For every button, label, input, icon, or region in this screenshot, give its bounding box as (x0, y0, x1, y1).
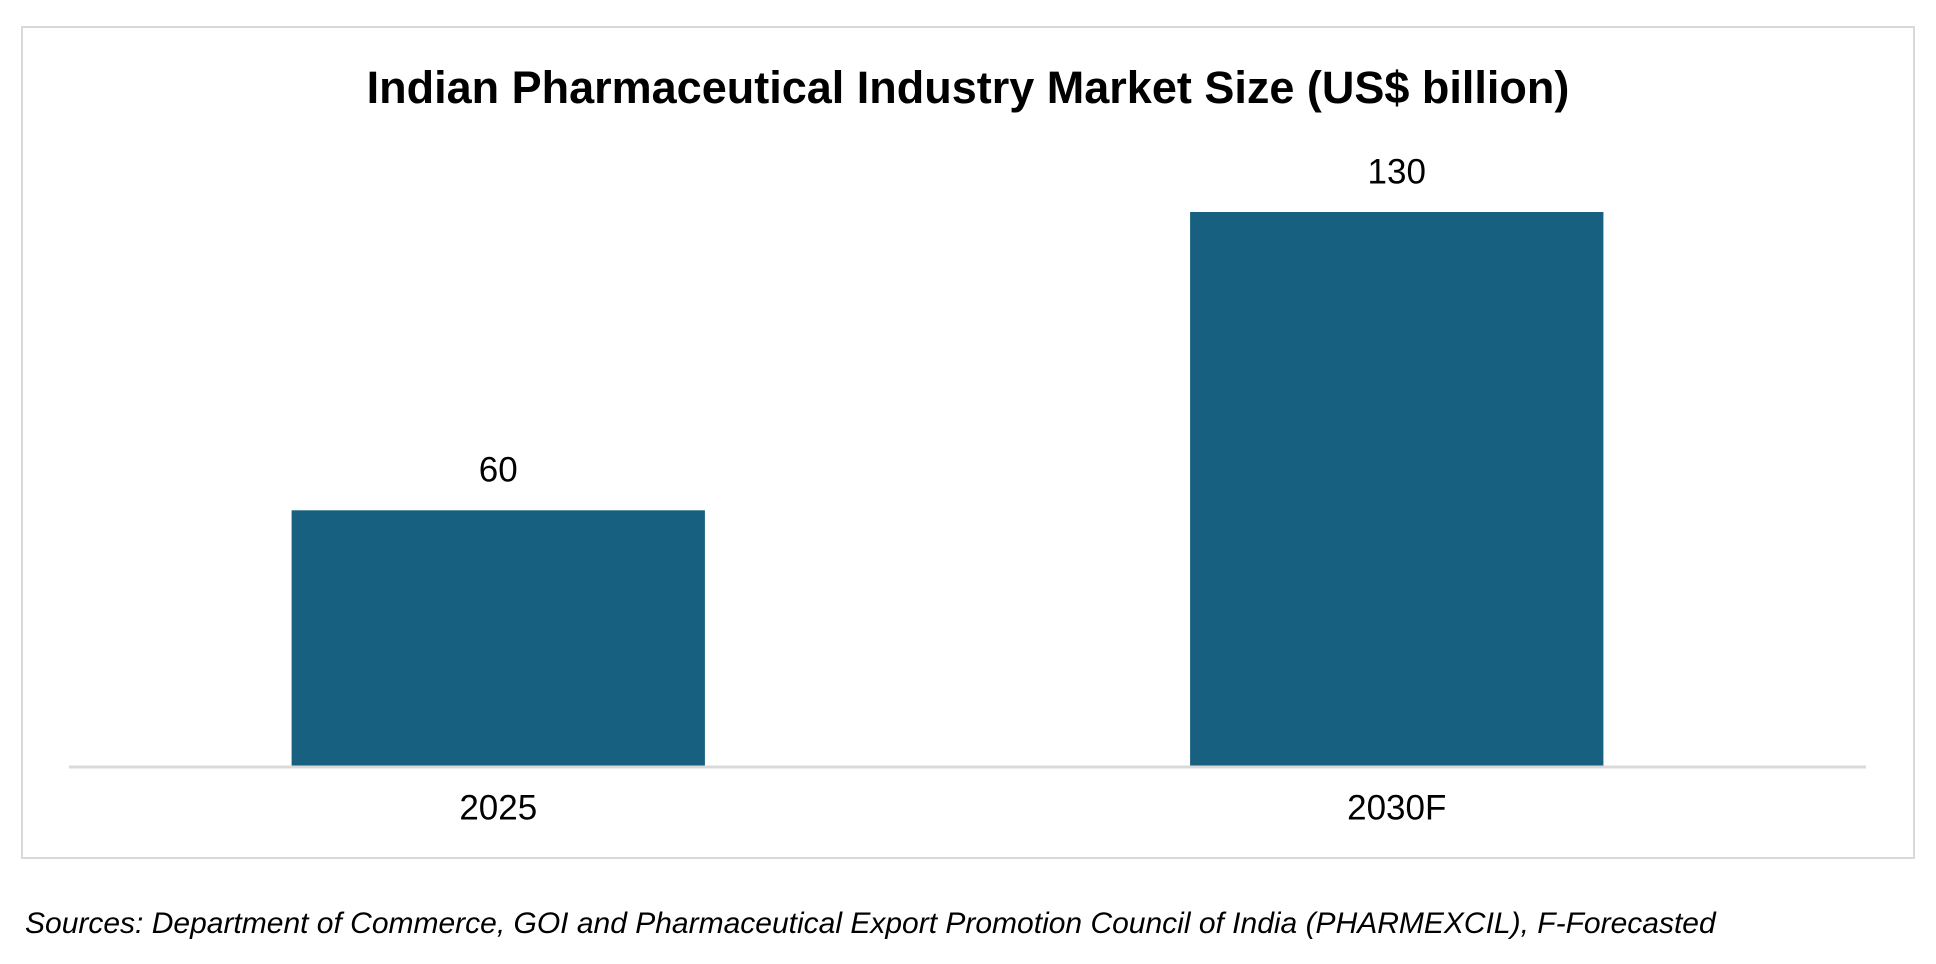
x-tick-label: 2025 (459, 788, 537, 827)
x-tick-label: 2030F (1347, 788, 1446, 827)
chart-title: Indian Pharmaceutical Industry Market Si… (367, 62, 1570, 113)
data-label: 130 (1368, 152, 1426, 191)
bar (291, 510, 705, 766)
source-note: Sources: Department of Commerce, GOI and… (25, 907, 1717, 940)
bar (1190, 212, 1604, 766)
data-label: 60 (479, 451, 518, 490)
